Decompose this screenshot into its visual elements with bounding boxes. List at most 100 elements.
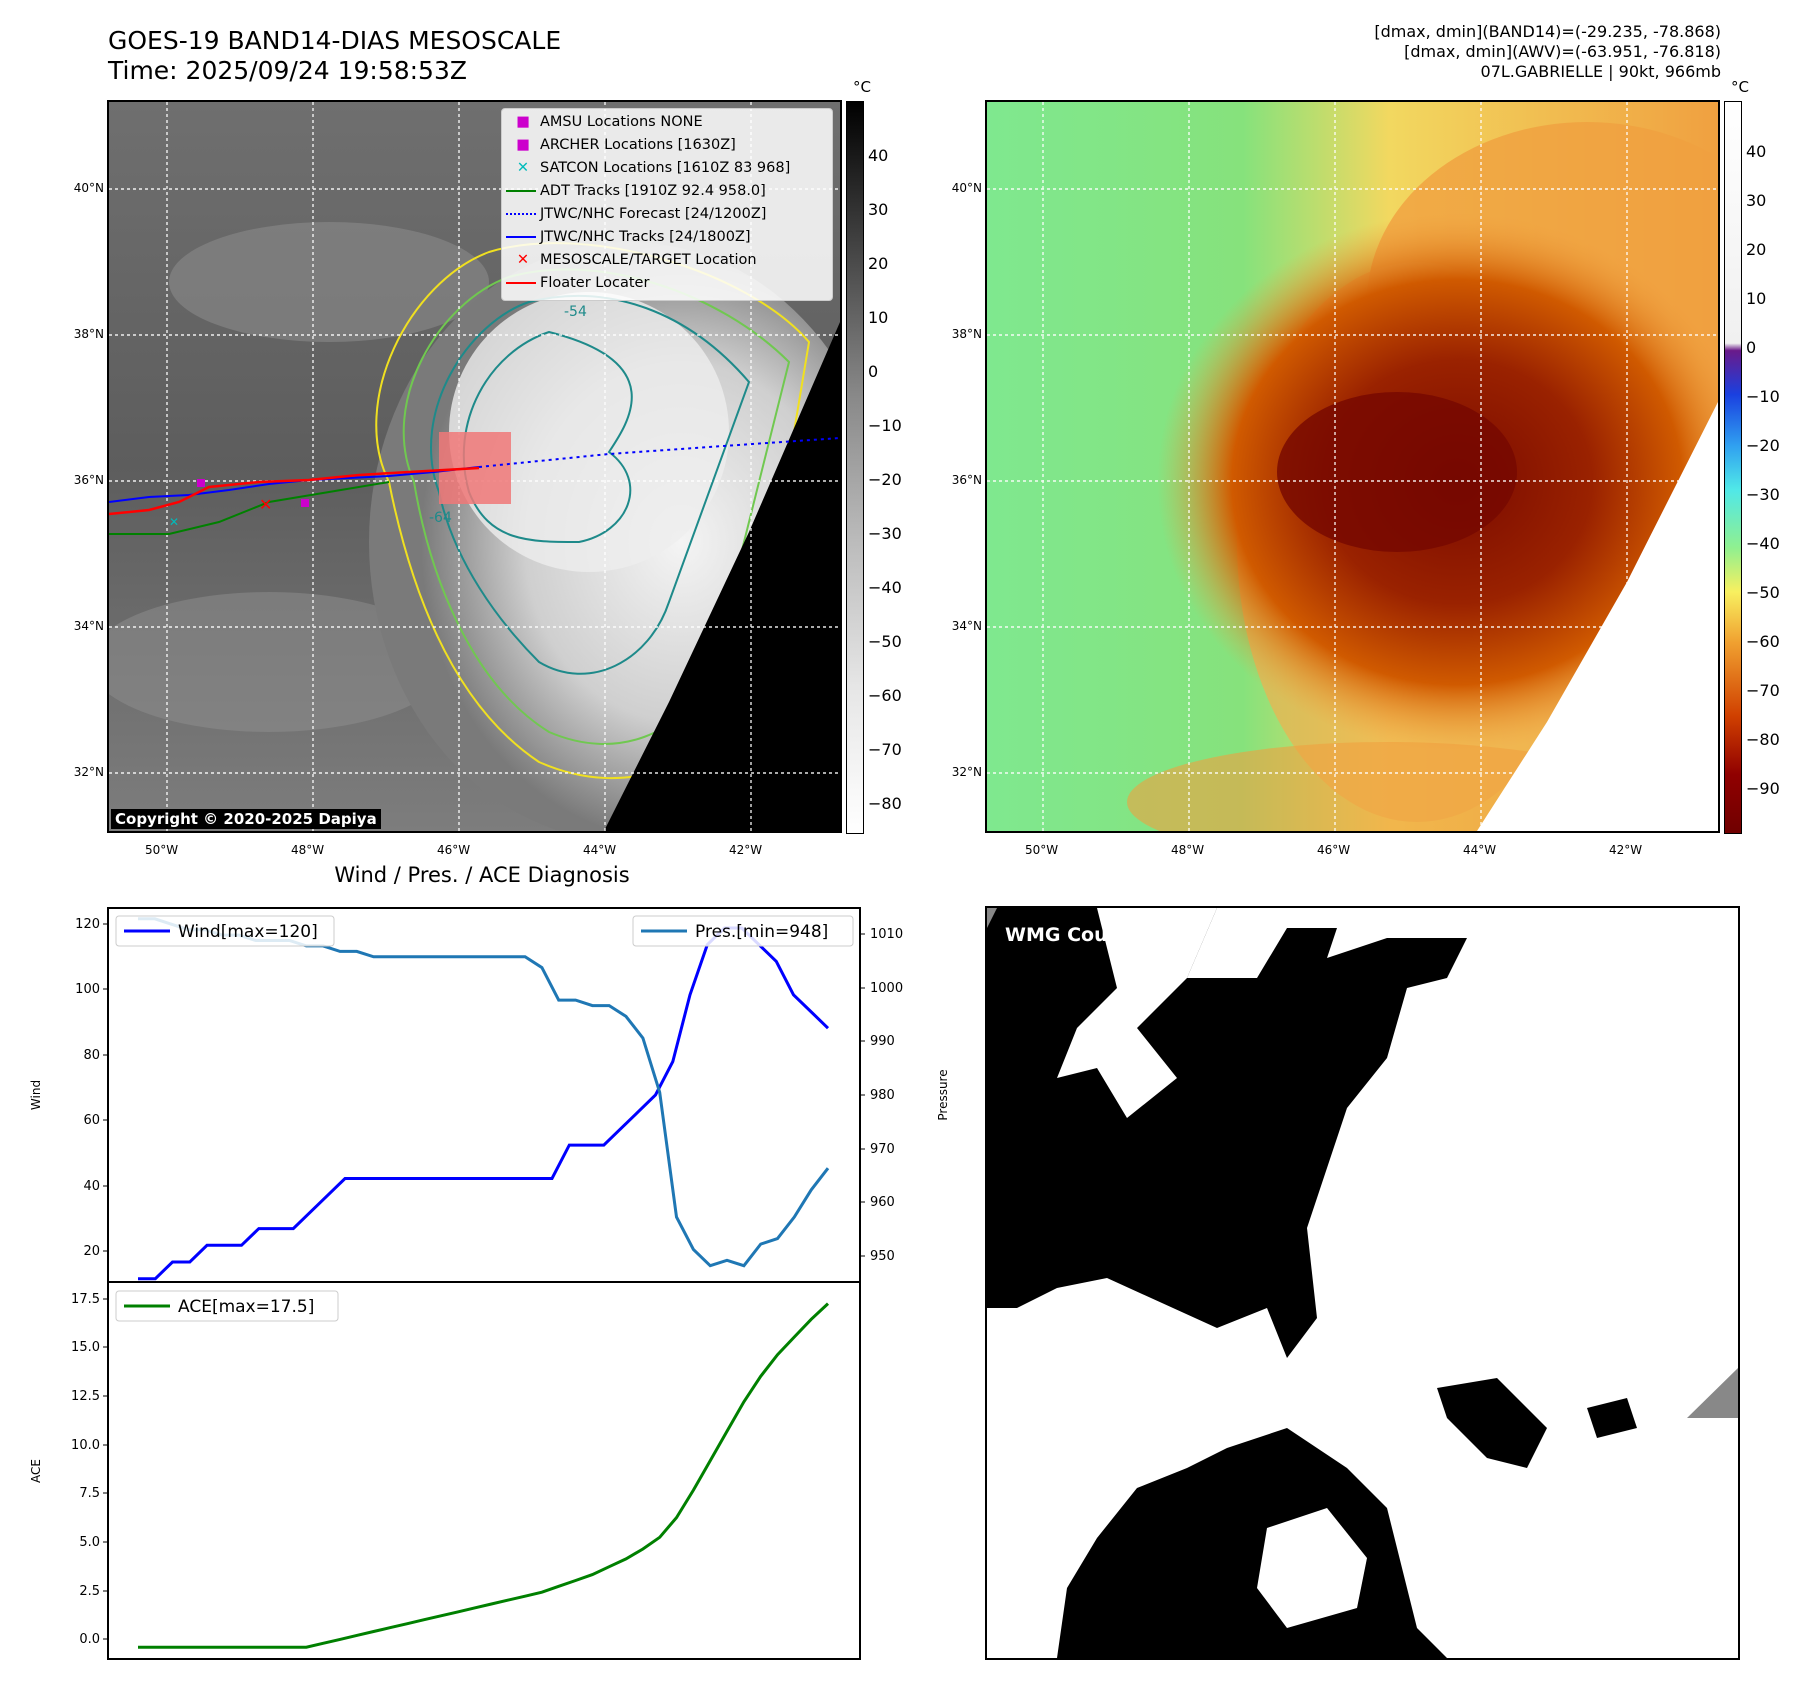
rlat-label-32: 32°N (951, 765, 982, 779)
svg-text:0.0: 0.0 (79, 1632, 100, 1647)
lat-label-34: 34°N (73, 619, 104, 633)
wmg-gray-region (1687, 1368, 1738, 1418)
grayscale-colorbar-unit: °C (853, 78, 871, 96)
gray-tick-m10: −10 (868, 416, 902, 435)
color-tick-m70: −70 (1746, 681, 1780, 700)
figure-title: GOES-19 BAND14-DIAS MESOSCALE Time: 2025… (108, 26, 561, 86)
wind-series-line (138, 926, 830, 1281)
satcon-x-marker: ✕ (169, 515, 179, 529)
ace-tick-0: 0.0 (79, 1632, 108, 1647)
right-lat-labels: 40°N 38°N 36°N 34°N 32°N (938, 100, 982, 833)
color-tick-m60: −60 (1746, 632, 1780, 651)
legend-target-swatch: ✕ (516, 252, 530, 268)
diagnosis-title: Wind / Pres. / ACE Diagnosis (334, 863, 630, 887)
floater-locater-line (109, 466, 480, 516)
gray-tick-40: 40 (868, 146, 889, 165)
svg-text:10.0: 10.0 (71, 1438, 100, 1453)
svg-text:950: 950 (870, 1249, 895, 1264)
lat-label-40: 40°N (73, 181, 104, 195)
rlon-label-48: 48°W (1171, 843, 1205, 857)
wmg-black-blob-east (1437, 1378, 1547, 1468)
color-tick-m20: −20 (1746, 436, 1780, 455)
right-lon-labels: 50°W 48°W 46°W 44°W 42°W (985, 843, 1720, 863)
pres-tick-1010: 1010 (860, 927, 903, 942)
grayscale-colorbar (846, 101, 864, 834)
archer-marker (301, 499, 309, 507)
lon-label-44: 44°W (583, 843, 617, 857)
pres-tick-960: 960 (860, 1195, 895, 1210)
title-product: GOES-19 BAND14-DIAS MESOSCALE (108, 26, 562, 55)
pressure-axis-label: Pressure (936, 1069, 950, 1120)
wind-tick-120: 120 (75, 917, 108, 932)
pres-tick-990: 990 (860, 1034, 895, 1049)
wmg-panel: WMG Count: 0 (985, 906, 1740, 1660)
svg-text:40: 40 (83, 1179, 100, 1194)
color-tick-m90: −90 (1746, 779, 1780, 798)
gray-tick-m50: −50 (868, 632, 902, 651)
color-tick-m10: −10 (1746, 387, 1780, 406)
svg-text:960: 960 (870, 1195, 895, 1210)
legend-floater-swatch (506, 282, 536, 284)
legend-satcon: ✕ SATCON Locations [1610Z 83 968] (506, 157, 828, 180)
svg-text:15.0: 15.0 (71, 1340, 100, 1355)
color-map-gridlines (987, 102, 1718, 831)
wind-pressure-frame (107, 907, 861, 1283)
copyright-label: Copyright © 2020-2025 Dapiya (111, 809, 381, 829)
lon-label-42: 42°W (729, 843, 763, 857)
gray-tick-30: 30 (868, 200, 889, 219)
gray-tick-m20: −20 (868, 470, 902, 489)
lon-label-50: 50°W (145, 843, 179, 857)
adt-track-line (109, 481, 390, 535)
wmg-gray-corner (987, 908, 997, 928)
rlon-label-42: 42°W (1609, 843, 1643, 857)
title-time: Time: 2025/09/24 19:58:53Z (108, 56, 467, 85)
gray-tick-m70: −70 (868, 740, 902, 759)
wmg-mask-svg (987, 908, 1738, 1658)
wmg-black-region-north (987, 908, 1467, 1358)
rlat-label-36: 36°N (951, 473, 982, 487)
svg-text:970: 970 (870, 1142, 895, 1157)
svg-text:1010: 1010 (870, 927, 903, 942)
wind-ticks: 20 40 60 80 100 120 (75, 917, 108, 1259)
pres-tick-950: 950 (860, 1249, 895, 1264)
svg-text:60: 60 (83, 1113, 100, 1128)
pressure-ticks: 950 960 970 980 990 1000 1010 (860, 927, 903, 1264)
wind-legend-label: Wind[max=120] (178, 922, 318, 942)
wmg-white-gap (1057, 908, 1217, 1118)
color-ir-map (985, 100, 1720, 833)
lat-label-36: 36°N (73, 473, 104, 487)
ace-tick-17-5: 17.5 (71, 1292, 108, 1307)
wmg-black-region-south (1057, 1428, 1447, 1658)
color-tick-0: 0 (1746, 338, 1757, 357)
legend-floater: Floater Locater (506, 272, 828, 295)
svg-text:20: 20 (83, 1244, 100, 1259)
gray-tick-m60: −60 (868, 686, 902, 705)
lat-label-32: 32°N (73, 765, 104, 779)
wind-tick-100: 100 (75, 982, 108, 997)
svg-text:100: 100 (75, 982, 100, 997)
color-colorbar-unit: °C (1731, 78, 1749, 96)
svg-text:5.0: 5.0 (79, 1535, 100, 1550)
color-tick-m80: −80 (1746, 730, 1780, 749)
color-tick-10: 10 (1746, 289, 1767, 308)
jtwc-forecast-line (478, 437, 840, 468)
gray-tick-20: 20 (868, 254, 889, 273)
ace-axis-label: ACE (30, 1459, 43, 1483)
color-tick-m40: −40 (1746, 534, 1780, 553)
color-tick-m30: −30 (1746, 485, 1780, 504)
color-tick-20: 20 (1746, 240, 1767, 259)
ace-tick-2-5: 2.5 (79, 1584, 108, 1599)
legend-archer-swatch: ■ (516, 137, 530, 153)
legend-satcon-swatch: ✕ (516, 160, 530, 176)
legend-archer: ■ ARCHER Locations [1630Z] (506, 134, 828, 157)
info-storm: 07L.GABRIELLE | 90kt, 966mb (1480, 62, 1721, 81)
legend-amsu: ■ AMSU Locations NONE (506, 111, 828, 134)
ace-legend: ACE[max=17.5] (115, 1290, 339, 1322)
ace-tick-10: 10.0 (71, 1438, 108, 1453)
wmg-count-label: WMG Count: 0 (1005, 924, 1158, 946)
lon-label-48: 48°W (291, 843, 325, 857)
wind-tick-60: 60 (83, 1113, 108, 1128)
color-colorbar (1724, 101, 1742, 834)
ace-tick-15: 15.0 (71, 1340, 108, 1355)
svg-text:17.5: 17.5 (71, 1292, 100, 1307)
